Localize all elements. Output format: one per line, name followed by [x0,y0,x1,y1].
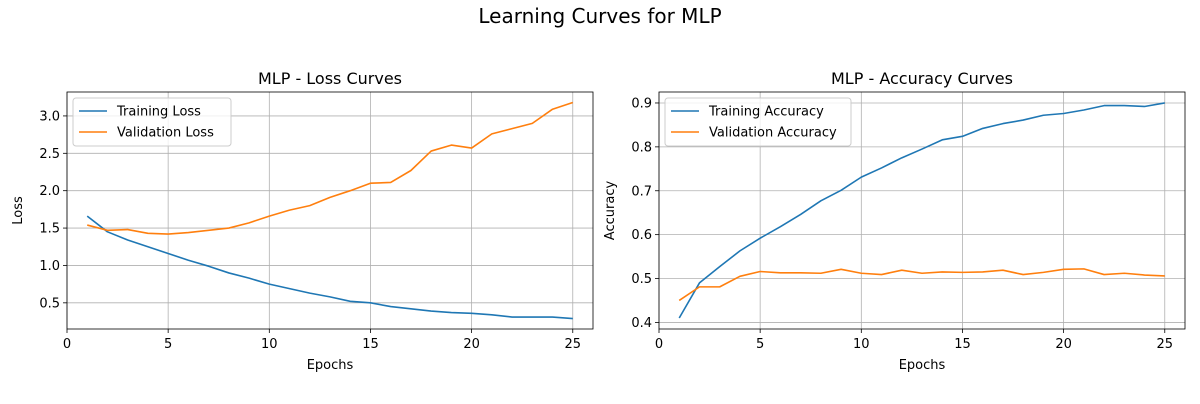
accuracy-legend: Training Accuracy Validation Accuracy [664,97,852,147]
loss-y-tick-label: 1.0 [39,259,60,274]
loss-y-tick-label: 2.5 [39,147,60,162]
loss-plot-frame [66,91,594,330]
accuracy-series-line-validation [678,268,1165,302]
loss-chart-title: MLP - Loss Curves [258,69,402,88]
accuracy-y-tick-label: 0.8 [631,140,652,155]
loss-legend-label: Training Loss [116,105,201,120]
loss-x-tick-label: 5 [164,337,172,352]
loss-x-tick-label: 0 [63,337,71,352]
loss-legend-box [72,97,232,147]
loss-x-axis-label: Epochs [307,358,354,373]
accuracy-x-tick-label: 10 [853,337,870,352]
accuracy-y-tick-label: 0.9 [631,96,652,111]
loss-legend: Training Loss Validation Loss [72,97,232,147]
accuracy-x-tick-label: 15 [954,337,971,352]
accuracy-y-tick-label: 0.7 [631,184,652,199]
loss-y-tick-label: 1.5 [39,222,60,237]
accuracy-x-tick-label: 20 [1055,337,1072,352]
accuracy-y-axis-label: Accuracy [603,181,618,241]
accuracy-y-tick-label: 0.5 [631,272,652,287]
loss-legend-label: Validation Loss [117,126,214,141]
loss-series-line-training [86,215,573,320]
accuracy-legend-label: Validation Accuracy [709,126,837,141]
accuracy-y-tick-label: 0.4 [631,316,652,331]
loss-series-line-validation [87,101,574,235]
loss-x-tick-label: 10 [261,337,278,352]
loss-curves-panel: 0 5 10 15 20 25 0.5 1.0 1.5 2.0 2.5 3.0 MLP - Loss C… [11,69,594,373]
loss-y-axis-label: Loss [11,196,26,225]
loss-y-tick-label: 3.0 [39,109,60,124]
accuracy-x-axis-label: Epochs [899,358,946,373]
accuracy-x-tick-label: 0 [655,337,663,352]
accuracy-chart-title: MLP - Accuracy Curves [831,69,1013,88]
loss-x-tick-label: 25 [564,337,581,352]
accuracy-legend-box [664,97,852,147]
accuracy-x-tick-label: 5 [756,337,764,352]
figure-title: Learning Curves for MLP [478,4,721,28]
accuracy-series-line-training [678,102,1165,319]
loss-x-tick-label: 20 [463,337,480,352]
loss-x-tick-label: 15 [362,337,379,352]
accuracy-legend-label: Training Accuracy [708,105,824,120]
accuracy-curves-panel: 0 5 10 15 20 25 0.4 0.5 0.6 0.7 0.8 0.9 MLP - Accura… [603,69,1186,373]
accuracy-plot-frame [658,91,1186,330]
loss-y-tick-label: 2.0 [39,184,60,199]
accuracy-x-tick-label: 25 [1156,337,1173,352]
accuracy-y-tick-label: 0.6 [631,228,652,243]
loss-y-tick-label: 0.5 [39,296,60,311]
